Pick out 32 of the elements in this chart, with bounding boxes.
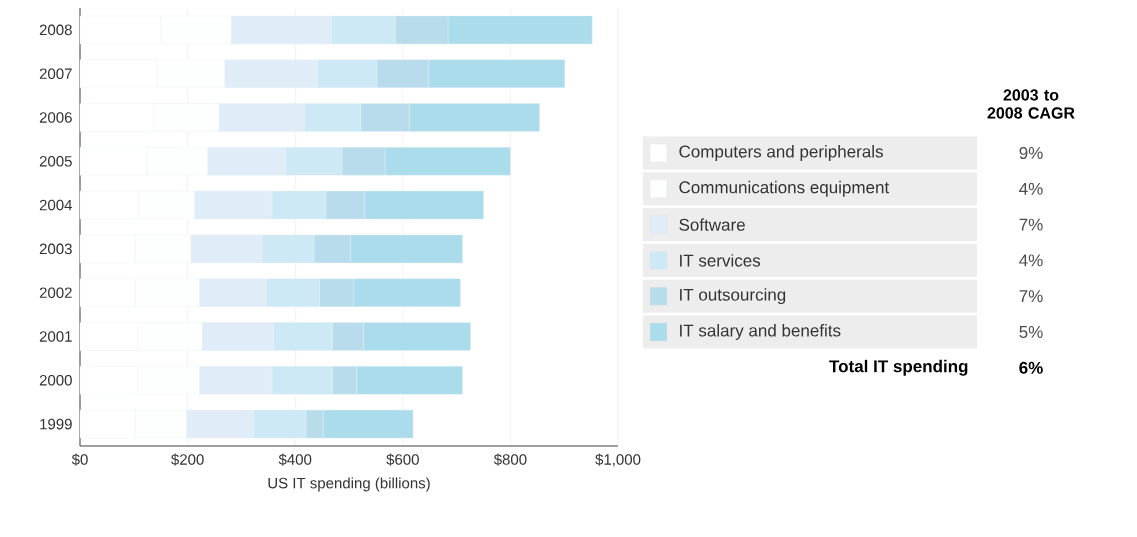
y-tick-label: 1999: [40, 418, 72, 430]
text: 9%: [1019, 146, 1043, 160]
x-tick-label: $1,000: [595, 453, 641, 467]
y-tick-label: 2005: [39, 155, 72, 167]
text: 4%: [1019, 182, 1043, 195]
x-tick-label: $600: [386, 453, 419, 466]
legend-label: IT services: [680, 254, 761, 267]
x-tick-label: $400: [278, 453, 312, 466]
text: Total IT spending: [829, 359, 968, 376]
legend-label: IT salary and benefits: [680, 324, 841, 340]
legend-label: Computers and peripherals: [679, 145, 883, 161]
x-axis-title: US IT spending (billions): [268, 477, 430, 492]
y-tick-label: 2004: [39, 199, 73, 211]
y-tick-label: 2007: [39, 68, 72, 79]
text: 7%: [1019, 218, 1043, 231]
legend-title: 2003 to 2008 CAGR: [987, 89, 1075, 119]
y-tick-label: 2006: [39, 112, 72, 123]
x-tick-label: $800: [493, 453, 527, 466]
y-tick-label: 2008: [39, 24, 72, 36]
y-tick-label: 2001: [39, 331, 72, 342]
text: 5%: [1019, 326, 1043, 338]
text: 6%: [1019, 361, 1043, 374]
y-tick-label: 2000: [39, 374, 72, 386]
y-tick-label: 2002: [39, 287, 72, 298]
x-tick-label: $0: [71, 453, 88, 466]
x-tick-label: $200: [171, 453, 204, 466]
legend-label: Communications equipment: [679, 180, 890, 197]
legend-label: IT outsourcing: [680, 288, 786, 305]
legend-label: Software: [679, 218, 745, 231]
text: 7%: [1019, 290, 1043, 303]
text: 4%: [1019, 254, 1043, 267]
y-tick-label: 2003: [39, 243, 72, 255]
